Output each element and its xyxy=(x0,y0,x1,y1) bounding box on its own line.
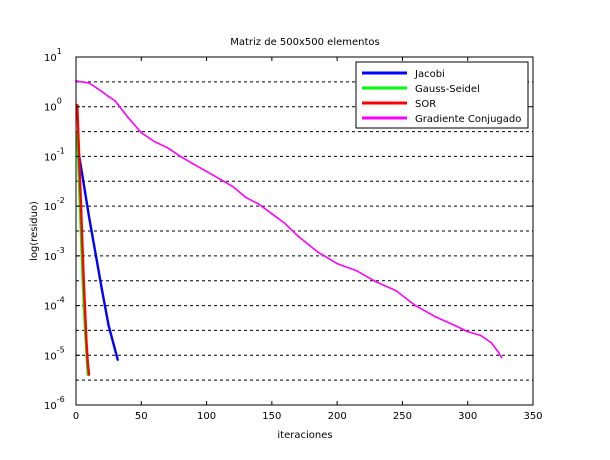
x-tick-label: 300 xyxy=(458,411,477,422)
grid-lines xyxy=(76,81,533,381)
y-tick-exponent: 0 xyxy=(57,97,62,106)
data-point xyxy=(81,246,84,249)
y-tick-label: 10-5 xyxy=(44,345,65,362)
x-tick-label: 0 xyxy=(73,411,79,422)
data-point xyxy=(336,262,339,265)
series-layer xyxy=(75,80,503,376)
data-point xyxy=(192,163,195,166)
y-tick-exponent: 1 xyxy=(57,47,62,56)
y-tick-base: 10 xyxy=(44,152,57,163)
data-point xyxy=(94,252,97,255)
data-point xyxy=(77,140,80,143)
data-point xyxy=(107,324,110,327)
y-tick-exponent: -4 xyxy=(57,296,65,305)
data-point xyxy=(76,103,79,106)
data-point xyxy=(86,362,89,364)
data-point xyxy=(101,289,104,292)
data-point xyxy=(79,175,81,178)
y-tick-base: 10 xyxy=(44,53,57,64)
data-point xyxy=(284,222,286,225)
y-tick-label: 10-1 xyxy=(44,146,65,163)
data-point xyxy=(395,289,397,292)
data-point xyxy=(231,185,234,188)
data-point xyxy=(205,170,208,173)
y-tick-base: 10 xyxy=(44,103,57,114)
data-point xyxy=(101,90,104,93)
x-tick-label: 100 xyxy=(197,411,216,422)
data-point xyxy=(88,374,90,376)
data-point xyxy=(179,155,182,158)
legend-label: SOR xyxy=(415,99,436,110)
y-tick-base: 10 xyxy=(44,202,57,213)
y-tick-base: 10 xyxy=(44,302,57,313)
data-point xyxy=(466,330,469,333)
x-axis: 0 50 100 150 200 250 300 350 xyxy=(73,57,543,422)
data-point xyxy=(490,341,493,344)
x-tick-label: 350 xyxy=(523,411,542,422)
data-point xyxy=(85,339,88,342)
data-point xyxy=(496,350,499,353)
y-tick-exponent: -3 xyxy=(57,246,65,255)
y-tick-label: 10-4 xyxy=(44,296,65,313)
data-point xyxy=(166,146,169,149)
x-tick-label: 50 xyxy=(135,411,148,422)
series-line xyxy=(76,104,91,376)
x-tick-label: 150 xyxy=(262,411,281,422)
y-tick-exponent: -6 xyxy=(57,395,65,404)
x-tick-label: 250 xyxy=(393,411,412,422)
y-tick-base: 10 xyxy=(44,252,57,263)
y-tick-label: 10-3 xyxy=(44,246,65,263)
x-tick-label: 200 xyxy=(328,411,347,422)
legend-label: Gauss-Seidel xyxy=(415,84,480,95)
data-point xyxy=(107,95,110,98)
y-tick-exponent: -5 xyxy=(57,345,65,354)
plot-frame xyxy=(75,56,534,406)
data-point xyxy=(270,212,273,215)
data-point xyxy=(244,196,247,199)
data-point xyxy=(88,82,90,84)
data-point xyxy=(434,315,436,318)
chart-title: Matriz de 500x500 elementos xyxy=(230,37,380,48)
data-point xyxy=(88,216,90,219)
data-point xyxy=(257,203,260,205)
data-point xyxy=(116,359,119,362)
data-point xyxy=(140,131,143,134)
data-point xyxy=(316,251,319,253)
y-tick-base: 10 xyxy=(44,401,57,412)
x-axis-label: iteraciones xyxy=(277,430,332,441)
data-point xyxy=(479,334,482,337)
data-point xyxy=(500,356,503,359)
legend-label: Jacobi xyxy=(414,69,445,80)
y-tick-exponent: -1 xyxy=(57,146,65,155)
data-point xyxy=(453,324,456,327)
y-tick-base: 10 xyxy=(44,351,57,362)
data-point xyxy=(84,309,87,312)
y-tick-label: 10-2 xyxy=(44,196,65,213)
data-point xyxy=(81,175,84,178)
data-point xyxy=(355,269,358,272)
legend: Jacobi Gauss-Seidel SOR Gradiente Conjugado xyxy=(355,61,529,129)
y-tick-exponent: -2 xyxy=(57,196,65,205)
data-point xyxy=(375,280,378,283)
data-point xyxy=(114,100,117,102)
series-sor xyxy=(76,103,91,376)
y-tick-label: 10-6 xyxy=(44,395,65,412)
data-point xyxy=(82,280,85,283)
data-point xyxy=(414,304,417,307)
data-point xyxy=(80,210,83,212)
data-point xyxy=(127,116,130,119)
y-tick-label: 100 xyxy=(44,97,62,114)
y-axis-label: log(residuo) xyxy=(29,201,40,261)
data-point xyxy=(297,235,299,237)
y-tick-label: 101 xyxy=(44,47,62,64)
legend-label: Gradiente Conjugado xyxy=(415,114,521,125)
data-point xyxy=(153,140,156,143)
